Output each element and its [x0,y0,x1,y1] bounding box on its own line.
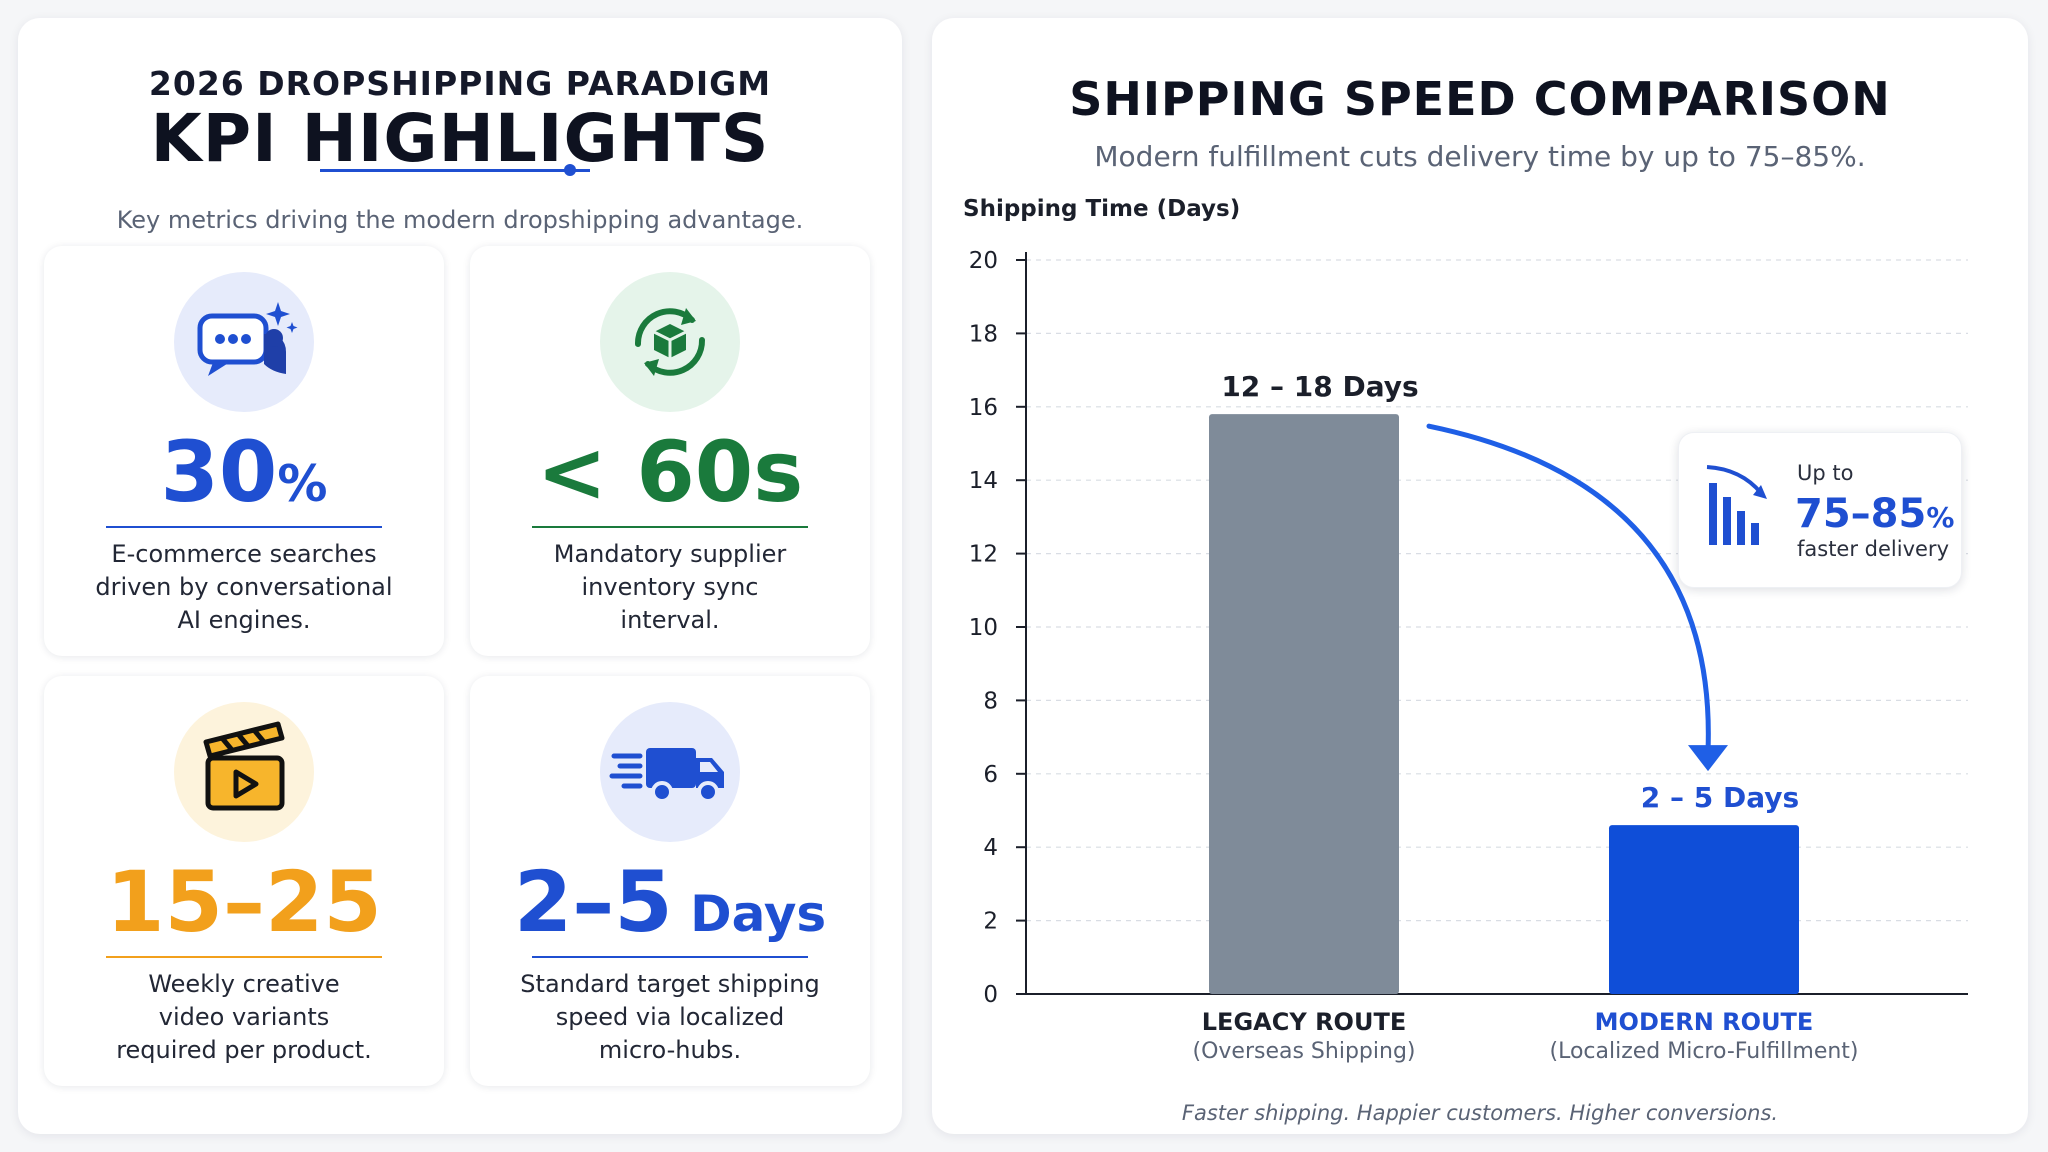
chart-footer: Faster shipping. Happier customers. High… [1181,1101,1779,1125]
clapperboard-icon [174,702,314,842]
y-tick-label: 8 [983,688,998,714]
kpi-rule [106,526,382,528]
callout-value: 75–85% [1795,491,1955,537]
chart-title: SHIPPING SPEED COMPARISON [1069,72,1891,126]
y-tick-label: 6 [983,762,998,788]
declining-bars-icon [1706,465,1767,545]
kpi-description: Mandatory supplier inventory sync interval… [553,540,787,634]
kpi-value: 2–5 Days [513,853,827,951]
kpi-description: Weekly creative video variants required pe… [116,970,372,1064]
x-category-label: LEGACY ROUTE [1202,1008,1406,1036]
y-tick-label: 4 [983,835,998,861]
y-tick-label: 0 [983,982,998,1008]
x-category-label: MODERN ROUTE [1595,1008,1814,1036]
kpi-eyebrow: 2026 DROPSHIPPING PARADIGM [148,64,772,103]
bar-modern-route [1609,825,1799,994]
kpi-rule [532,526,808,528]
bar-data-label: 12 – 18 Days [1221,370,1418,403]
kpi-value: < 60s [536,423,804,521]
improvement-callout: Up to 75–85% faster delivery [1678,432,1962,588]
kpi-description: E-commerce searches driven by conversatio… [95,540,393,634]
callout-label: faster delivery [1797,537,1949,561]
x-category-sublabel: (Overseas Shipping) [1193,1039,1416,1064]
bar-legacy-route [1209,414,1399,994]
y-axis-label: Shipping Time (Days) [963,196,1240,222]
y-tick-label: 18 [969,321,998,347]
y-tick-label: 10 [969,615,998,641]
y-tick-label: 14 [969,468,998,494]
bar-data-label: 2 – 5 Days [1641,781,1799,814]
y-tick-label: 20 [969,248,998,274]
kpi-rule [532,956,808,958]
chat-ai-icon [174,272,314,412]
kpi-card-video-variants: 15–25 Weekly creative video variants requi… [44,676,444,1086]
delivery-truck-icon [600,702,740,842]
decline-arrow-head [1688,745,1728,772]
kpi-card-search-share: 30% E-commerce searches driven by convers… [44,246,444,656]
kpi-card-inventory-sync: < 60s Mandatory supplier inventory sync in… [470,246,870,656]
kpi-description: Standard target shipping speed via locali… [520,970,820,1064]
kpi-panel: 2026 DROPSHIPPING PARADIGM KPI HIGHLIGHT… [18,18,902,1134]
callout-prefix: Up to [1797,461,1854,485]
kpi-subtitle: Key metrics driving the modern dropshipp… [116,206,804,234]
title-underline [320,169,590,172]
sync-box-icon [600,272,740,412]
kpi-rule [106,956,382,958]
kpi-value: 15–25 [106,853,382,951]
title-underline-dot [564,164,576,176]
y-tick-label: 2 [983,909,998,935]
chart-subtitle: Modern fulfillment cuts delivery time by… [1094,140,1866,173]
kpi-value: 30% [160,423,328,521]
x-category-sublabel: (Localized Micro-Fulfillment) [1549,1039,1858,1064]
kpi-card-shipping-speed: 2–5 Days Standard target shipping speed v… [470,676,870,1086]
kpi-title: KPI HIGHLIGHTS [150,100,770,177]
y-tick-label: 12 [969,542,998,568]
decline-arrow [1426,423,1711,754]
y-tick-label: 16 [969,395,998,421]
